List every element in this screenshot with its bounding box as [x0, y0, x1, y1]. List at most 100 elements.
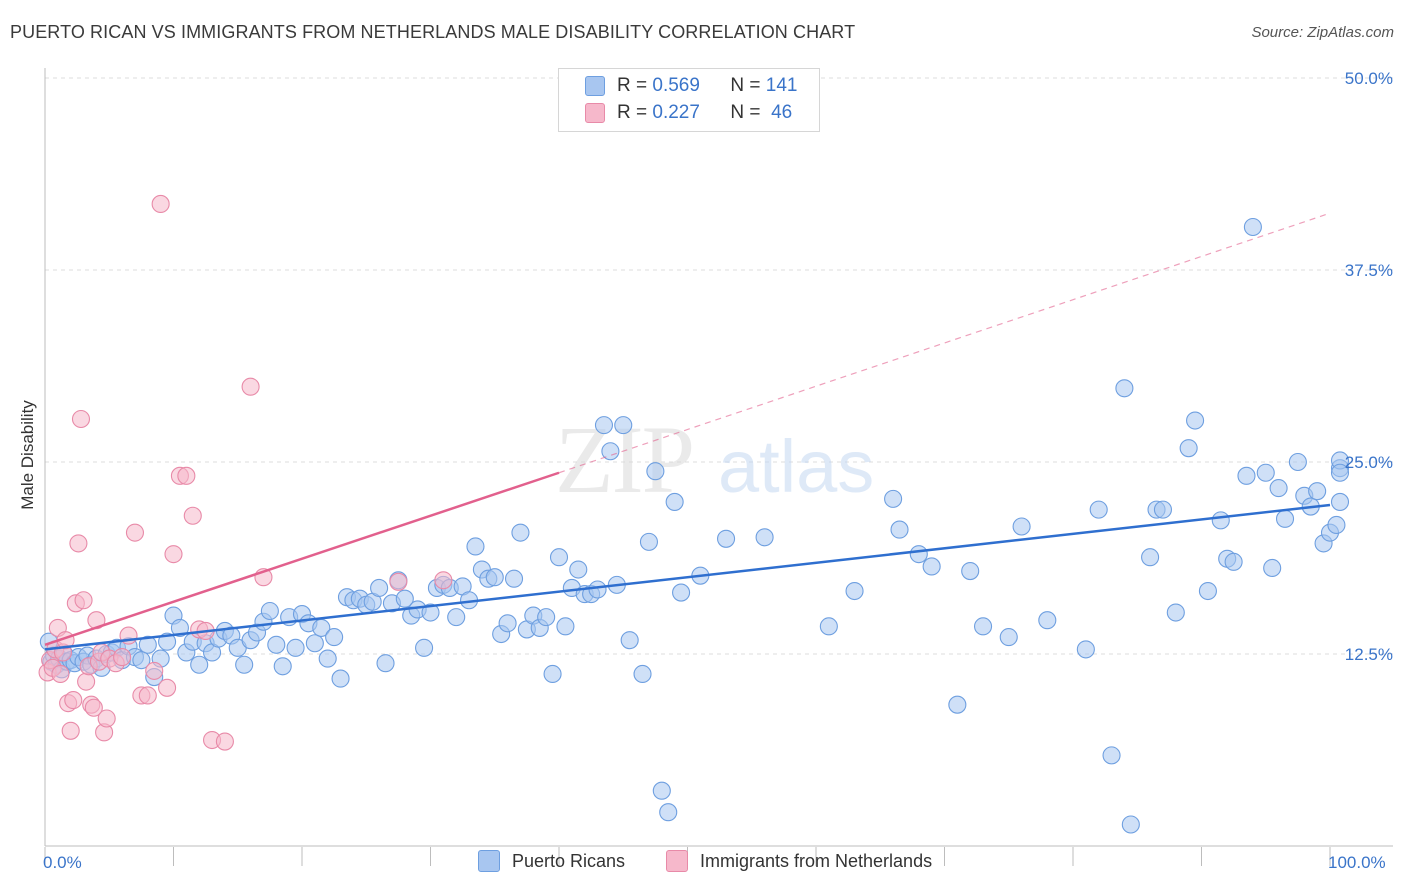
data-point — [331, 669, 350, 688]
data-point — [672, 583, 691, 602]
data-point — [504, 569, 524, 588]
data-point — [421, 603, 440, 622]
trend-line-extension — [558, 212, 1331, 474]
data-point — [716, 529, 736, 548]
data-point — [267, 635, 286, 654]
data-point — [138, 686, 157, 705]
x-max-label: 100.0% — [1328, 853, 1386, 872]
legend-label: Immigrants from Netherlands — [700, 850, 933, 871]
data-point — [51, 664, 70, 684]
data-point — [1269, 479, 1288, 498]
data-point — [961, 562, 980, 581]
data-point — [1330, 463, 1350, 482]
legend-row-netherlands: R = 0.227 N = 46 — [585, 100, 792, 126]
data-point — [639, 532, 659, 551]
data-point — [1121, 815, 1140, 834]
data-point — [1089, 500, 1108, 519]
data-point — [498, 614, 517, 633]
trend-lines — [44, 212, 1331, 651]
data-point — [170, 618, 189, 637]
data-point — [948, 695, 967, 714]
x-min-label: 0.0% — [43, 853, 82, 872]
data-point — [973, 617, 993, 636]
legend-swatch-pink — [666, 850, 688, 872]
data-point — [1308, 482, 1327, 501]
data-point — [485, 568, 504, 587]
r-value: 0.227 — [652, 102, 700, 123]
grid-lines — [45, 77, 1393, 655]
data-point — [1198, 581, 1217, 601]
data-point — [64, 691, 83, 710]
data-point — [113, 648, 132, 667]
data-point — [376, 654, 395, 673]
data-point — [614, 416, 633, 435]
data-point — [549, 548, 569, 567]
legend-row-puerto-ricans: R = 0.569 N = 141 — [585, 73, 797, 99]
data-point — [543, 664, 562, 684]
data-point — [1179, 439, 1198, 458]
data-point — [1115, 379, 1134, 398]
data-point — [305, 634, 324, 653]
legend-item-puerto-ricans[interactable]: Puerto Ricans — [478, 850, 625, 872]
data-point — [69, 534, 88, 553]
data-point — [286, 638, 305, 657]
data-point — [1186, 411, 1205, 430]
data-point — [665, 492, 684, 511]
data-point — [909, 545, 928, 564]
data-point — [1102, 746, 1121, 765]
data-point — [556, 617, 575, 636]
data-point — [395, 589, 414, 608]
data-point — [1224, 552, 1243, 571]
scatter-points — [38, 194, 1350, 834]
data-point — [1263, 558, 1282, 578]
data-point — [922, 557, 941, 576]
y-axis-label: Male Disability — [18, 400, 37, 510]
data-point — [74, 591, 93, 610]
data-point — [511, 523, 530, 542]
correlation-legend: R = 0.569 N = 141 R = 0.227 N = 46 — [558, 68, 820, 132]
data-point — [755, 528, 774, 547]
chart-title: PUERTO RICAN VS IMMIGRANTS FROM NETHERLA… — [10, 22, 856, 42]
data-point — [183, 506, 202, 525]
data-point — [61, 721, 80, 740]
data-point — [999, 628, 1018, 647]
r-value: 0.569 — [652, 75, 700, 96]
data-point — [158, 678, 177, 697]
data-point — [1166, 603, 1185, 622]
data-point — [325, 628, 344, 647]
data-point — [125, 523, 144, 542]
data-point — [652, 781, 671, 800]
r-label: R = — [617, 75, 648, 96]
trend-line — [44, 471, 560, 646]
data-point — [1327, 515, 1346, 535]
legend-item-netherlands[interactable]: Immigrants from Netherlands — [666, 850, 932, 872]
data-point — [415, 638, 434, 657]
data-point — [132, 651, 151, 670]
data-point — [601, 442, 620, 461]
trend-line — [44, 503, 1331, 651]
data-point — [151, 194, 170, 214]
data-point — [1275, 509, 1295, 528]
y-tick-label: 25.0% — [1345, 453, 1393, 472]
data-point — [1153, 500, 1172, 519]
y-tick-label: 50.0% — [1345, 69, 1393, 88]
data-point — [190, 655, 209, 674]
series-puerto-ricans — [39, 217, 1350, 834]
y-tick-label: 37.5% — [1345, 261, 1393, 280]
data-point — [845, 581, 864, 601]
data-point — [466, 537, 485, 556]
watermark-atlas: atlas — [718, 425, 874, 508]
data-point — [318, 649, 337, 668]
data-point — [569, 560, 588, 579]
data-point — [620, 631, 639, 650]
data-point — [447, 608, 466, 627]
data-point — [890, 520, 909, 539]
data-point — [164, 545, 183, 564]
data-point — [659, 803, 678, 822]
data-point — [215, 732, 234, 751]
data-point — [77, 672, 96, 691]
data-point — [646, 462, 665, 481]
data-point — [819, 617, 838, 636]
data-point — [260, 601, 279, 621]
data-point — [370, 578, 389, 598]
